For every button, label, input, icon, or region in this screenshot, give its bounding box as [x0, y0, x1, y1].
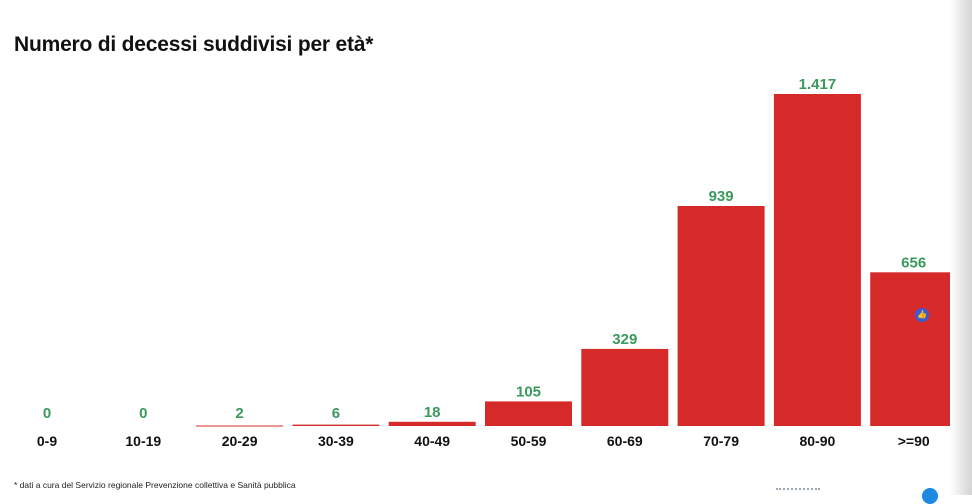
- bar-30-39: [292, 424, 380, 426]
- category-label: 50-59: [511, 433, 547, 449]
- category-label: 20-29: [222, 433, 258, 449]
- category-label: 40-49: [414, 433, 450, 449]
- category-label: >=90: [898, 433, 930, 449]
- value-label: 0: [139, 405, 147, 422]
- bar-80-90: [773, 94, 861, 426]
- value-label: 105: [516, 383, 541, 400]
- footnote: * dati a cura del Servizio regionale Pre…: [14, 480, 296, 490]
- value-label: 329: [612, 331, 637, 348]
- thumbs-up-icon[interactable]: 👍: [915, 308, 929, 322]
- value-label: 6: [332, 405, 340, 422]
- chart-title: Numero di decessi suddivisi per età*: [14, 33, 374, 56]
- bar-60-69: [581, 348, 669, 426]
- bar-20-29: [196, 425, 284, 427]
- scroll-edge: [950, 0, 972, 495]
- bar-70-79: [677, 206, 765, 426]
- category-label: 80-90: [799, 433, 835, 449]
- circle-icon[interactable]: [922, 488, 938, 504]
- bar-40-49: [388, 421, 476, 426]
- value-label: 939: [709, 188, 734, 205]
- category-label: 70-79: [703, 433, 739, 449]
- bar->=90: [870, 272, 958, 426]
- value-label: 656: [901, 254, 926, 271]
- bar-50-59: [485, 401, 572, 426]
- category-label: 10-19: [125, 433, 161, 449]
- value-label: 0: [43, 405, 51, 422]
- value-label: 2: [235, 405, 243, 422]
- category-label: 30-39: [318, 433, 354, 449]
- value-label: 18: [424, 404, 441, 421]
- value-label: 1.417: [799, 76, 837, 93]
- category-label: 0-9: [37, 433, 57, 449]
- page-dots-indicator: [776, 488, 820, 493]
- category-label: 60-69: [607, 433, 643, 449]
